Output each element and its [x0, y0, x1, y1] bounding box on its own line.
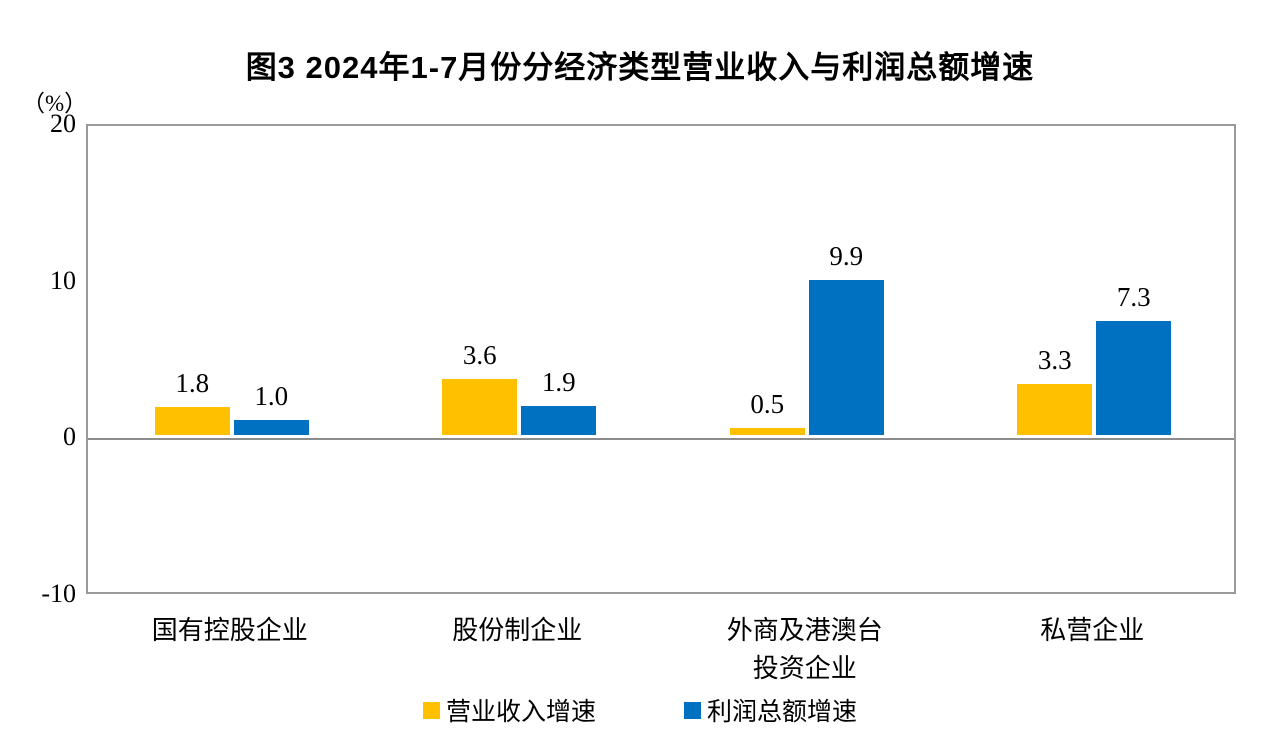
bar-revenue-3	[1017, 383, 1093, 436]
bar-value-label: 7.3	[1116, 281, 1151, 312]
chart-title: 图3 2024年1-7月份分经济类型营业收入与利润总额增速	[245, 50, 1035, 85]
y-tick-label: 20	[50, 109, 76, 138]
legend: 营业收入增速 利润总额增速	[0, 692, 1280, 728]
legend-item-revenue: 营业收入增速	[422, 692, 596, 728]
bar-revenue-2	[729, 427, 805, 436]
x-category-label: 股份制企业	[452, 616, 583, 645]
x-category-label: 外商及港澳台 投资企业	[726, 616, 883, 683]
bar-value-label: 1.0	[254, 380, 289, 411]
bar-value-label: 3.3	[1037, 344, 1072, 375]
bar-profit-1	[521, 405, 597, 436]
bar-value-label: 9.9	[829, 241, 864, 272]
y-tick-label: 0	[63, 422, 76, 452]
profit-legend-swatch-icon	[684, 701, 701, 719]
y-tick-label: -10	[41, 579, 76, 608]
plot-area: 1.8 1.0 3.6 1.9 0.5 9.9 3.3 7.3	[86, 124, 1236, 594]
profit-legend-label: 利润总额增速	[707, 699, 858, 726]
bar-revenue-0	[154, 407, 230, 436]
bar-value-label: 0.5	[750, 388, 785, 419]
y-tick-label: 10	[50, 265, 76, 295]
bar-revenue-1	[442, 378, 518, 436]
bar-value-label: 1.8	[175, 368, 210, 399]
zero-axis-line	[88, 438, 1234, 441]
bar-value-label: 1.9	[541, 366, 576, 397]
revenue-legend-label: 营业收入增速	[445, 699, 596, 726]
bar-profit-0	[233, 419, 309, 436]
bar-value-label: 3.6	[462, 339, 497, 370]
bar-profit-3	[1096, 320, 1172, 436]
revenue-legend-swatch-icon	[422, 701, 440, 719]
x-category-label: 国有控股企业	[151, 616, 308, 645]
bar-profit-2	[808, 280, 884, 436]
legend-item-profit: 利润总额增速	[684, 692, 857, 728]
x-category-label: 私营企业	[1040, 616, 1145, 645]
y-axis-unit-label: （%）	[22, 91, 88, 116]
